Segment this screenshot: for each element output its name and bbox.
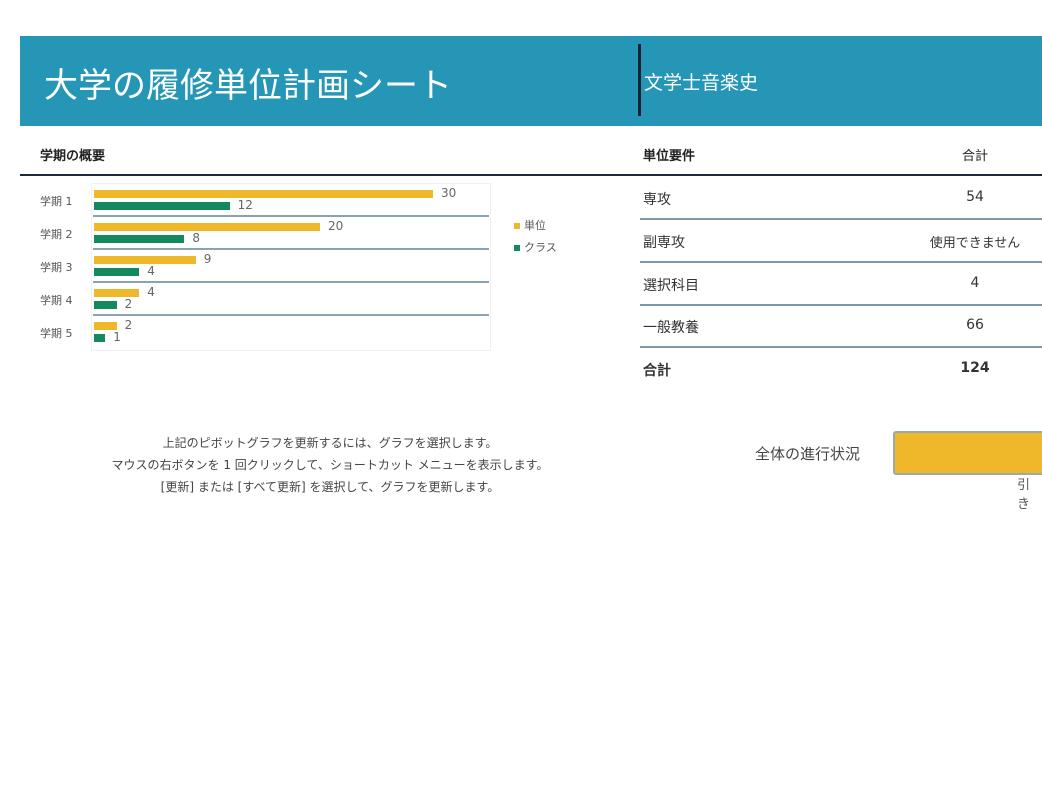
- table-row: 副専攻 使用できません: [640, 220, 1042, 263]
- row-divider: [640, 218, 1042, 220]
- data-label: 4: [147, 285, 155, 299]
- row-value: 4: [970, 275, 980, 291]
- credits-bar[interactable]: [94, 256, 196, 264]
- total-heading: 合計: [961, 149, 988, 164]
- row-divider: [640, 304, 1042, 306]
- table-row: 選択科目 4: [640, 263, 1042, 306]
- gridline: [93, 281, 489, 283]
- legend-label: 単位: [524, 219, 546, 232]
- legend-label: クラス: [524, 241, 557, 254]
- row-label: 専攻: [643, 192, 671, 208]
- category-label: 学期 3: [40, 261, 73, 274]
- total-value: 124: [960, 360, 990, 376]
- total-row: 合計 124: [640, 348, 1042, 391]
- data-label: 2: [124, 318, 133, 332]
- legend-swatch: [514, 223, 520, 229]
- requirements-heading: 単位要件: [643, 149, 696, 164]
- instructions: 上記のピボットグラフを更新するには、グラフを選択します。 マウスの右ボタンを 1…: [80, 432, 580, 498]
- progress-bar: [893, 431, 1042, 475]
- row-label: 一般教養: [643, 320, 699, 336]
- row-value: 使用できません: [929, 236, 1021, 251]
- data-label: 4: [147, 264, 155, 278]
- header-banner: 大学の履修単位計画シート 文学士音楽史: [20, 36, 1042, 126]
- data-label: 2: [124, 297, 133, 311]
- gridline: [93, 314, 489, 316]
- data-label: 9: [203, 252, 212, 266]
- remaining-label: 引き: [1017, 478, 1031, 512]
- category-label: 学期 4: [40, 294, 73, 307]
- degree-title: 文学士音楽史: [644, 72, 759, 94]
- data-label: 1: [113, 330, 121, 344]
- row-divider: [640, 261, 1042, 263]
- plot-area: [91, 183, 491, 351]
- progress-label: 全体の進行状況: [755, 445, 861, 463]
- category-label: 学期 2: [40, 228, 73, 241]
- credits-bar[interactable]: [94, 190, 433, 198]
- table-row: 一般教養 66: [640, 305, 1042, 348]
- classes-bar[interactable]: [94, 334, 106, 342]
- legend-classes: クラス: [514, 239, 557, 255]
- table-row: 専攻 54: [640, 177, 1042, 220]
- legend-credits: 単位: [514, 217, 546, 233]
- row-divider: [640, 346, 1042, 348]
- data-label: 20: [328, 219, 344, 233]
- category-label: 学期 1: [40, 195, 73, 208]
- divider: [638, 44, 641, 116]
- classes-bar[interactable]: [94, 202, 230, 210]
- row-value: 66: [966, 317, 984, 333]
- gridline: [93, 248, 489, 250]
- credits-bar[interactable]: [94, 289, 140, 297]
- classes-bar[interactable]: [94, 235, 185, 243]
- header-rule: [20, 174, 1042, 176]
- data-label: 30: [441, 186, 457, 200]
- instruction-line: 上記のピボットグラフを更新するには、グラフを選択します。: [162, 436, 498, 450]
- data-label: 8: [192, 231, 201, 245]
- row-label: 副専攻: [643, 235, 685, 251]
- summary-heading: 学期の概要: [40, 149, 106, 164]
- row-value: 54: [966, 189, 984, 205]
- classes-bar[interactable]: [94, 268, 140, 276]
- credits-bar[interactable]: [94, 322, 117, 330]
- data-label: 12: [237, 198, 253, 212]
- category-label: 学期 5: [40, 327, 73, 340]
- row-label: 選択科目: [643, 278, 699, 294]
- instruction-line: マウスの右ボタンを 1 回クリックして、ショートカット メニューを表示します。: [111, 458, 549, 472]
- gridline: [93, 215, 489, 217]
- credits-bar[interactable]: [94, 223, 320, 231]
- classes-bar[interactable]: [94, 301, 117, 309]
- total-label: 合計: [643, 363, 671, 379]
- legend-swatch: [514, 245, 520, 251]
- instruction-line: [更新] または [すべて更新] を選択して、グラフを更新します。: [160, 480, 500, 494]
- page-title: 大学の履修単位計画シート: [44, 66, 452, 106]
